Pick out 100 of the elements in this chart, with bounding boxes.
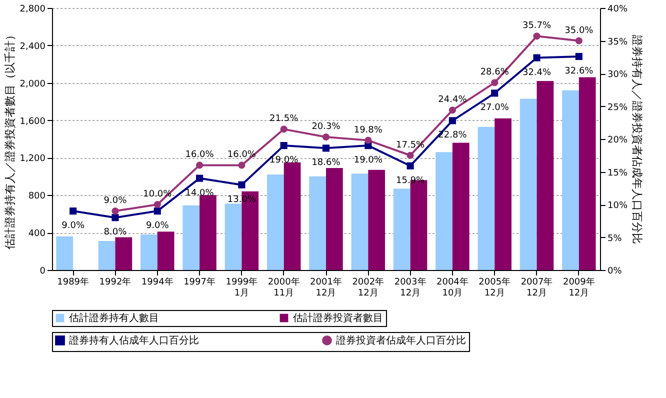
- data-label: 19.0%: [270, 156, 299, 166]
- x-tick-label: 1989年: [57, 276, 90, 288]
- point: [406, 152, 414, 159]
- y2-tick-label: 0%: [608, 266, 622, 276]
- point: [280, 126, 288, 133]
- y2-tick-label: 30%: [608, 70, 628, 80]
- x-tick-label: 2002年 12月: [352, 276, 384, 298]
- y2-tick-label: 20%: [608, 136, 628, 146]
- bar: [536, 80, 554, 270]
- data-label: 9.0%: [146, 221, 170, 232]
- y-tick-label: 2,000: [20, 79, 46, 90]
- x-tick-label: 2004年 10月: [436, 276, 468, 298]
- bar: [157, 232, 174, 270]
- bar: [478, 126, 495, 270]
- data-label: 35.0%: [564, 26, 594, 36]
- x-tick-label: 2005年 12月: [478, 276, 511, 298]
- data-label: 8.0%: [104, 228, 128, 238]
- y2-tick-label: 5%: [608, 234, 622, 244]
- point: [70, 208, 77, 215]
- data-label: 22.8%: [438, 130, 468, 141]
- bar: [494, 118, 512, 270]
- data-label: 32.6%: [564, 66, 594, 76]
- x-tick-label: 1999年 1月: [226, 276, 258, 298]
- bar: [98, 240, 116, 270]
- y2-axis-title: 證券持有人／證券投資者佔成年人口百分比: [630, 35, 644, 244]
- y2-tick-label: 40%: [608, 4, 628, 14]
- point: [575, 52, 582, 60]
- x-tick-label: 1997年: [184, 276, 216, 288]
- bar: [393, 188, 410, 270]
- bar: [578, 77, 596, 270]
- point: [196, 162, 204, 169]
- y-tick-label: 800: [28, 192, 46, 202]
- point: [322, 134, 330, 141]
- data-label: 19.8%: [354, 125, 383, 136]
- y-axis-title: 估計證券持有人／證券投資者數目（以千計）: [4, 30, 17, 250]
- point: [196, 174, 204, 182]
- y2-tick-label: 10%: [608, 201, 628, 211]
- point: [406, 162, 414, 170]
- data-label: 24.4%: [438, 95, 468, 106]
- data-label: 27.0%: [480, 103, 510, 114]
- x-tick-label: 2007年 12月: [520, 276, 553, 298]
- y-tick-label: 400: [28, 229, 46, 240]
- point: [448, 117, 456, 124]
- bar: [266, 174, 284, 270]
- bar: [56, 236, 74, 270]
- x-tick-label: 2000年 11月: [268, 276, 300, 298]
- y-tick-label: 1,600: [20, 116, 46, 127]
- point: [154, 200, 161, 208]
- legend-label: 估計證券持有人數目: [69, 312, 159, 324]
- bar: [452, 142, 470, 270]
- point: [364, 136, 372, 144]
- data-label: 9.0%: [104, 196, 128, 206]
- point: [238, 162, 246, 169]
- data-label: 21.5%: [270, 114, 299, 124]
- bar: [182, 205, 200, 270]
- y-tick-label: 0: [40, 266, 46, 276]
- x-tick-label: 1992年: [99, 276, 132, 288]
- bar: [562, 90, 579, 270]
- bar: [326, 168, 343, 270]
- point: [322, 144, 330, 152]
- legend-label: 估計證券投資者數目: [293, 312, 383, 324]
- data-label: 20.3%: [312, 122, 341, 132]
- bar: [436, 152, 452, 270]
- point: [533, 54, 540, 62]
- data-label: 14.0%: [185, 188, 214, 198]
- x-tick-label: 2003年 12月: [394, 276, 426, 298]
- point: [575, 37, 582, 44]
- bar: [224, 204, 242, 270]
- point: [491, 90, 498, 97]
- x-tick-label: 1994年: [141, 276, 174, 288]
- data-label: 19.0%: [354, 156, 383, 166]
- point: [112, 214, 119, 222]
- point: [491, 79, 498, 86]
- x-tick-label: 2009年 12月: [562, 276, 595, 298]
- bar: [520, 98, 537, 270]
- point: [533, 32, 540, 40]
- bar: [140, 234, 158, 270]
- data-label: 18.6%: [312, 158, 341, 168]
- data-label: 35.7%: [522, 21, 552, 32]
- data-label: 15.9%: [396, 176, 426, 186]
- bar: [309, 176, 326, 270]
- y2-tick-label: 35%: [608, 37, 628, 48]
- legend-label: 證券投資者佔成年人口百分比: [336, 334, 466, 346]
- x-tick-label: 2001年 12月: [310, 276, 342, 298]
- y-tick-label: 1,200: [20, 154, 46, 164]
- point: [238, 181, 246, 188]
- y-tick-label: 2,800: [20, 4, 46, 14]
- data-label: 32.4%: [522, 68, 552, 78]
- point: [112, 208, 119, 215]
- point: [280, 142, 288, 150]
- y-tick-label: 2,400: [20, 42, 46, 52]
- y2-tick-label: 15%: [608, 168, 628, 178]
- y2-tick-label: 25%: [608, 102, 628, 113]
- point: [448, 106, 456, 114]
- point: [154, 208, 161, 215]
- bar: [284, 162, 301, 270]
- data-label: 16.0%: [185, 150, 214, 160]
- bar: [115, 237, 132, 270]
- legend-label: 證券持有人佔成年人口百分比: [69, 334, 199, 346]
- bar: [351, 174, 368, 270]
